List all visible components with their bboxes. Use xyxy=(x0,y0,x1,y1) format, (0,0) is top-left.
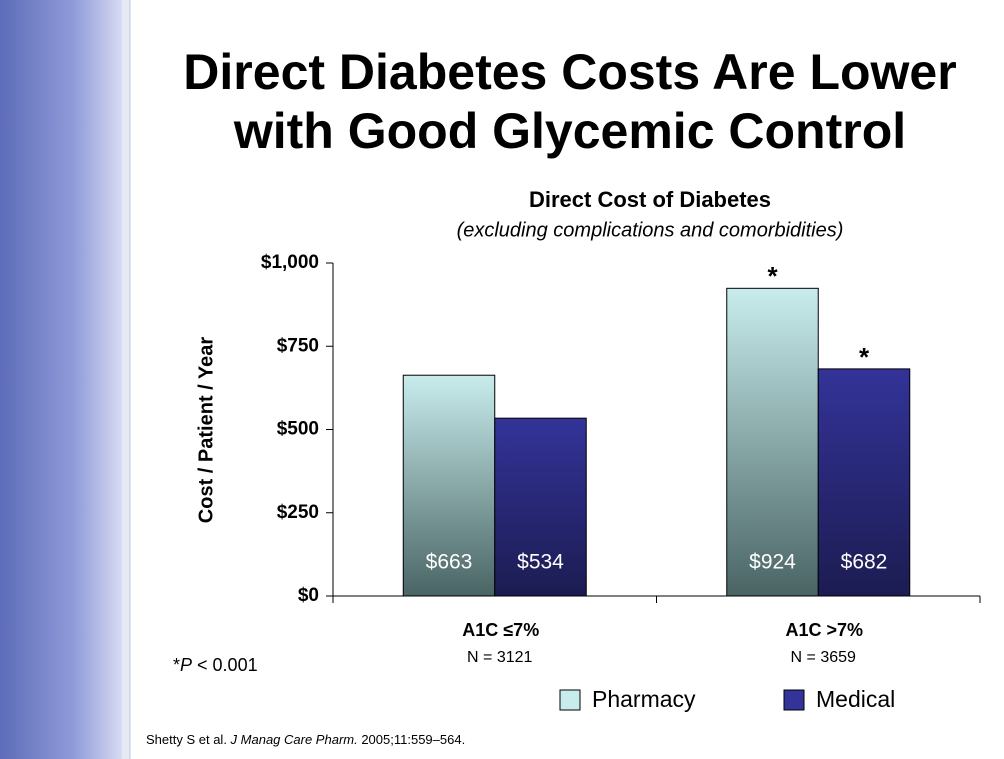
chart-title: Direct Cost of Diabetes xyxy=(529,187,771,212)
legend-label: Pharmacy xyxy=(592,686,696,712)
footnote-part: * xyxy=(173,655,180,675)
bar xyxy=(817,368,911,597)
y-tick-label: $500 xyxy=(277,419,319,440)
value-label: $924 xyxy=(749,551,796,574)
y-tick-label: $750 xyxy=(277,335,319,356)
bar xyxy=(494,417,587,597)
side-strip xyxy=(0,0,122,759)
bar xyxy=(726,287,819,597)
y-tick-label: $250 xyxy=(277,502,319,523)
legend-swatch xyxy=(783,689,805,711)
value-label: $682 xyxy=(841,551,888,574)
value-label: $663 xyxy=(426,551,473,574)
source-part: J Manag Care Pharm. xyxy=(230,732,358,747)
footnote-part: P xyxy=(180,655,192,675)
source-part: Shetty S et al. xyxy=(146,732,231,747)
legend-label: Medical xyxy=(816,686,895,712)
annotation: * xyxy=(859,342,870,372)
category-note: N = 3121 xyxy=(467,649,532,666)
side-edge xyxy=(122,0,130,759)
footnote: *P < 0.001 xyxy=(173,655,258,675)
value-label: $534 xyxy=(517,551,564,574)
slide-title: with Good Glycemic Control xyxy=(233,103,906,159)
annotation: * xyxy=(767,261,778,291)
chart-subtitle: (excluding complications and comorbiditi… xyxy=(457,219,844,241)
slide-title: Direct Diabetes Costs Are Lower xyxy=(183,44,956,100)
source: Shetty S et al. J Manag Care Pharm. 2005… xyxy=(146,732,465,747)
y-tick-label: $0 xyxy=(298,585,319,606)
category-note: N = 3659 xyxy=(791,649,856,666)
y-tick-label: $1,000 xyxy=(261,252,319,273)
source-part: 2005;11:559–564. xyxy=(358,732,465,747)
footnote-part: < 0.001 xyxy=(192,655,258,675)
x-tick-label: A1C >7% xyxy=(785,620,863,640)
y-axis-label: Cost / Patient / Year xyxy=(195,337,217,524)
legend-swatch xyxy=(559,689,581,711)
x-tick-label: A1C ≤7% xyxy=(462,620,539,640)
